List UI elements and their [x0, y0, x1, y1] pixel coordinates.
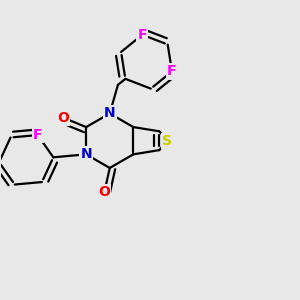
Text: F: F — [167, 64, 177, 79]
Text: O: O — [57, 111, 69, 124]
Text: O: O — [98, 185, 110, 200]
Text: N: N — [104, 106, 116, 121]
Text: F: F — [137, 28, 147, 42]
Text: F: F — [33, 128, 42, 142]
Text: N: N — [80, 147, 92, 161]
Text: S: S — [162, 134, 172, 148]
